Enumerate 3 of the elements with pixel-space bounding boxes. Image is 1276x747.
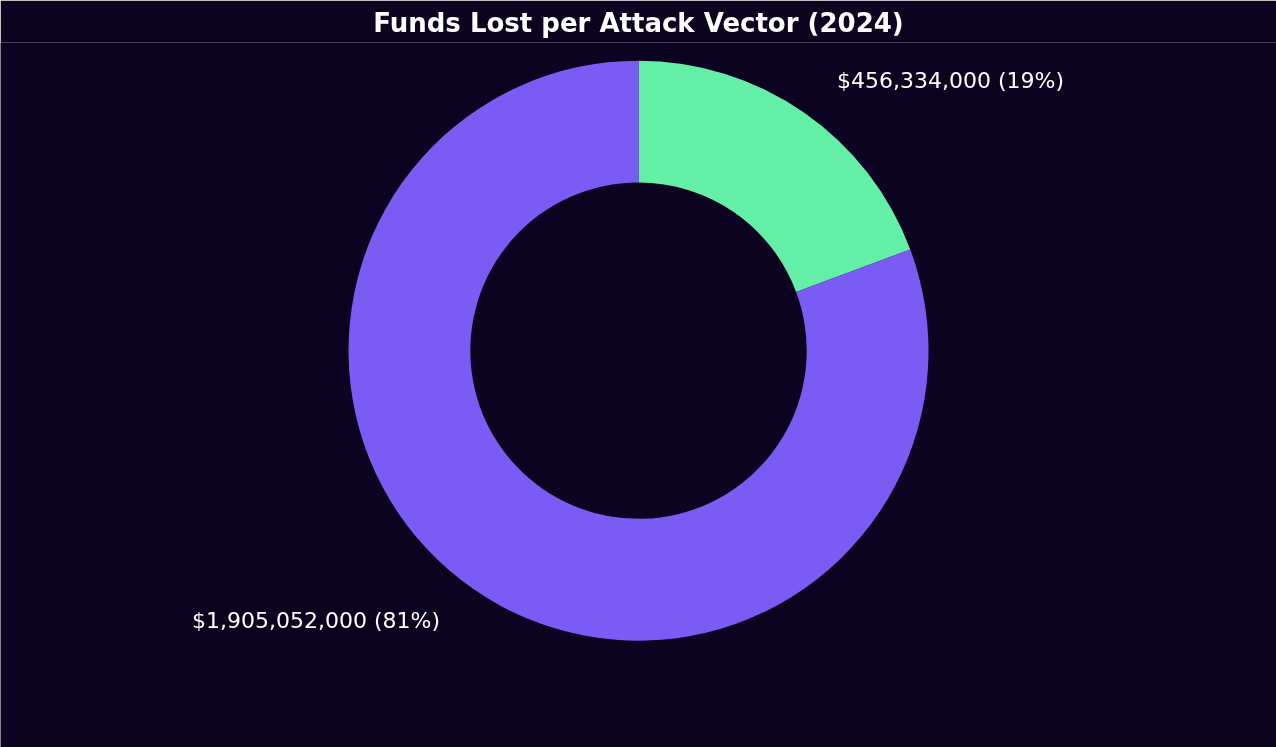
data-label: $456,334,000 (19%) xyxy=(837,68,1065,94)
data-label: $1,905,052,000 (81%) xyxy=(191,607,440,633)
chart-title: Funds Lost per Attack Vector (2024) xyxy=(373,7,904,38)
